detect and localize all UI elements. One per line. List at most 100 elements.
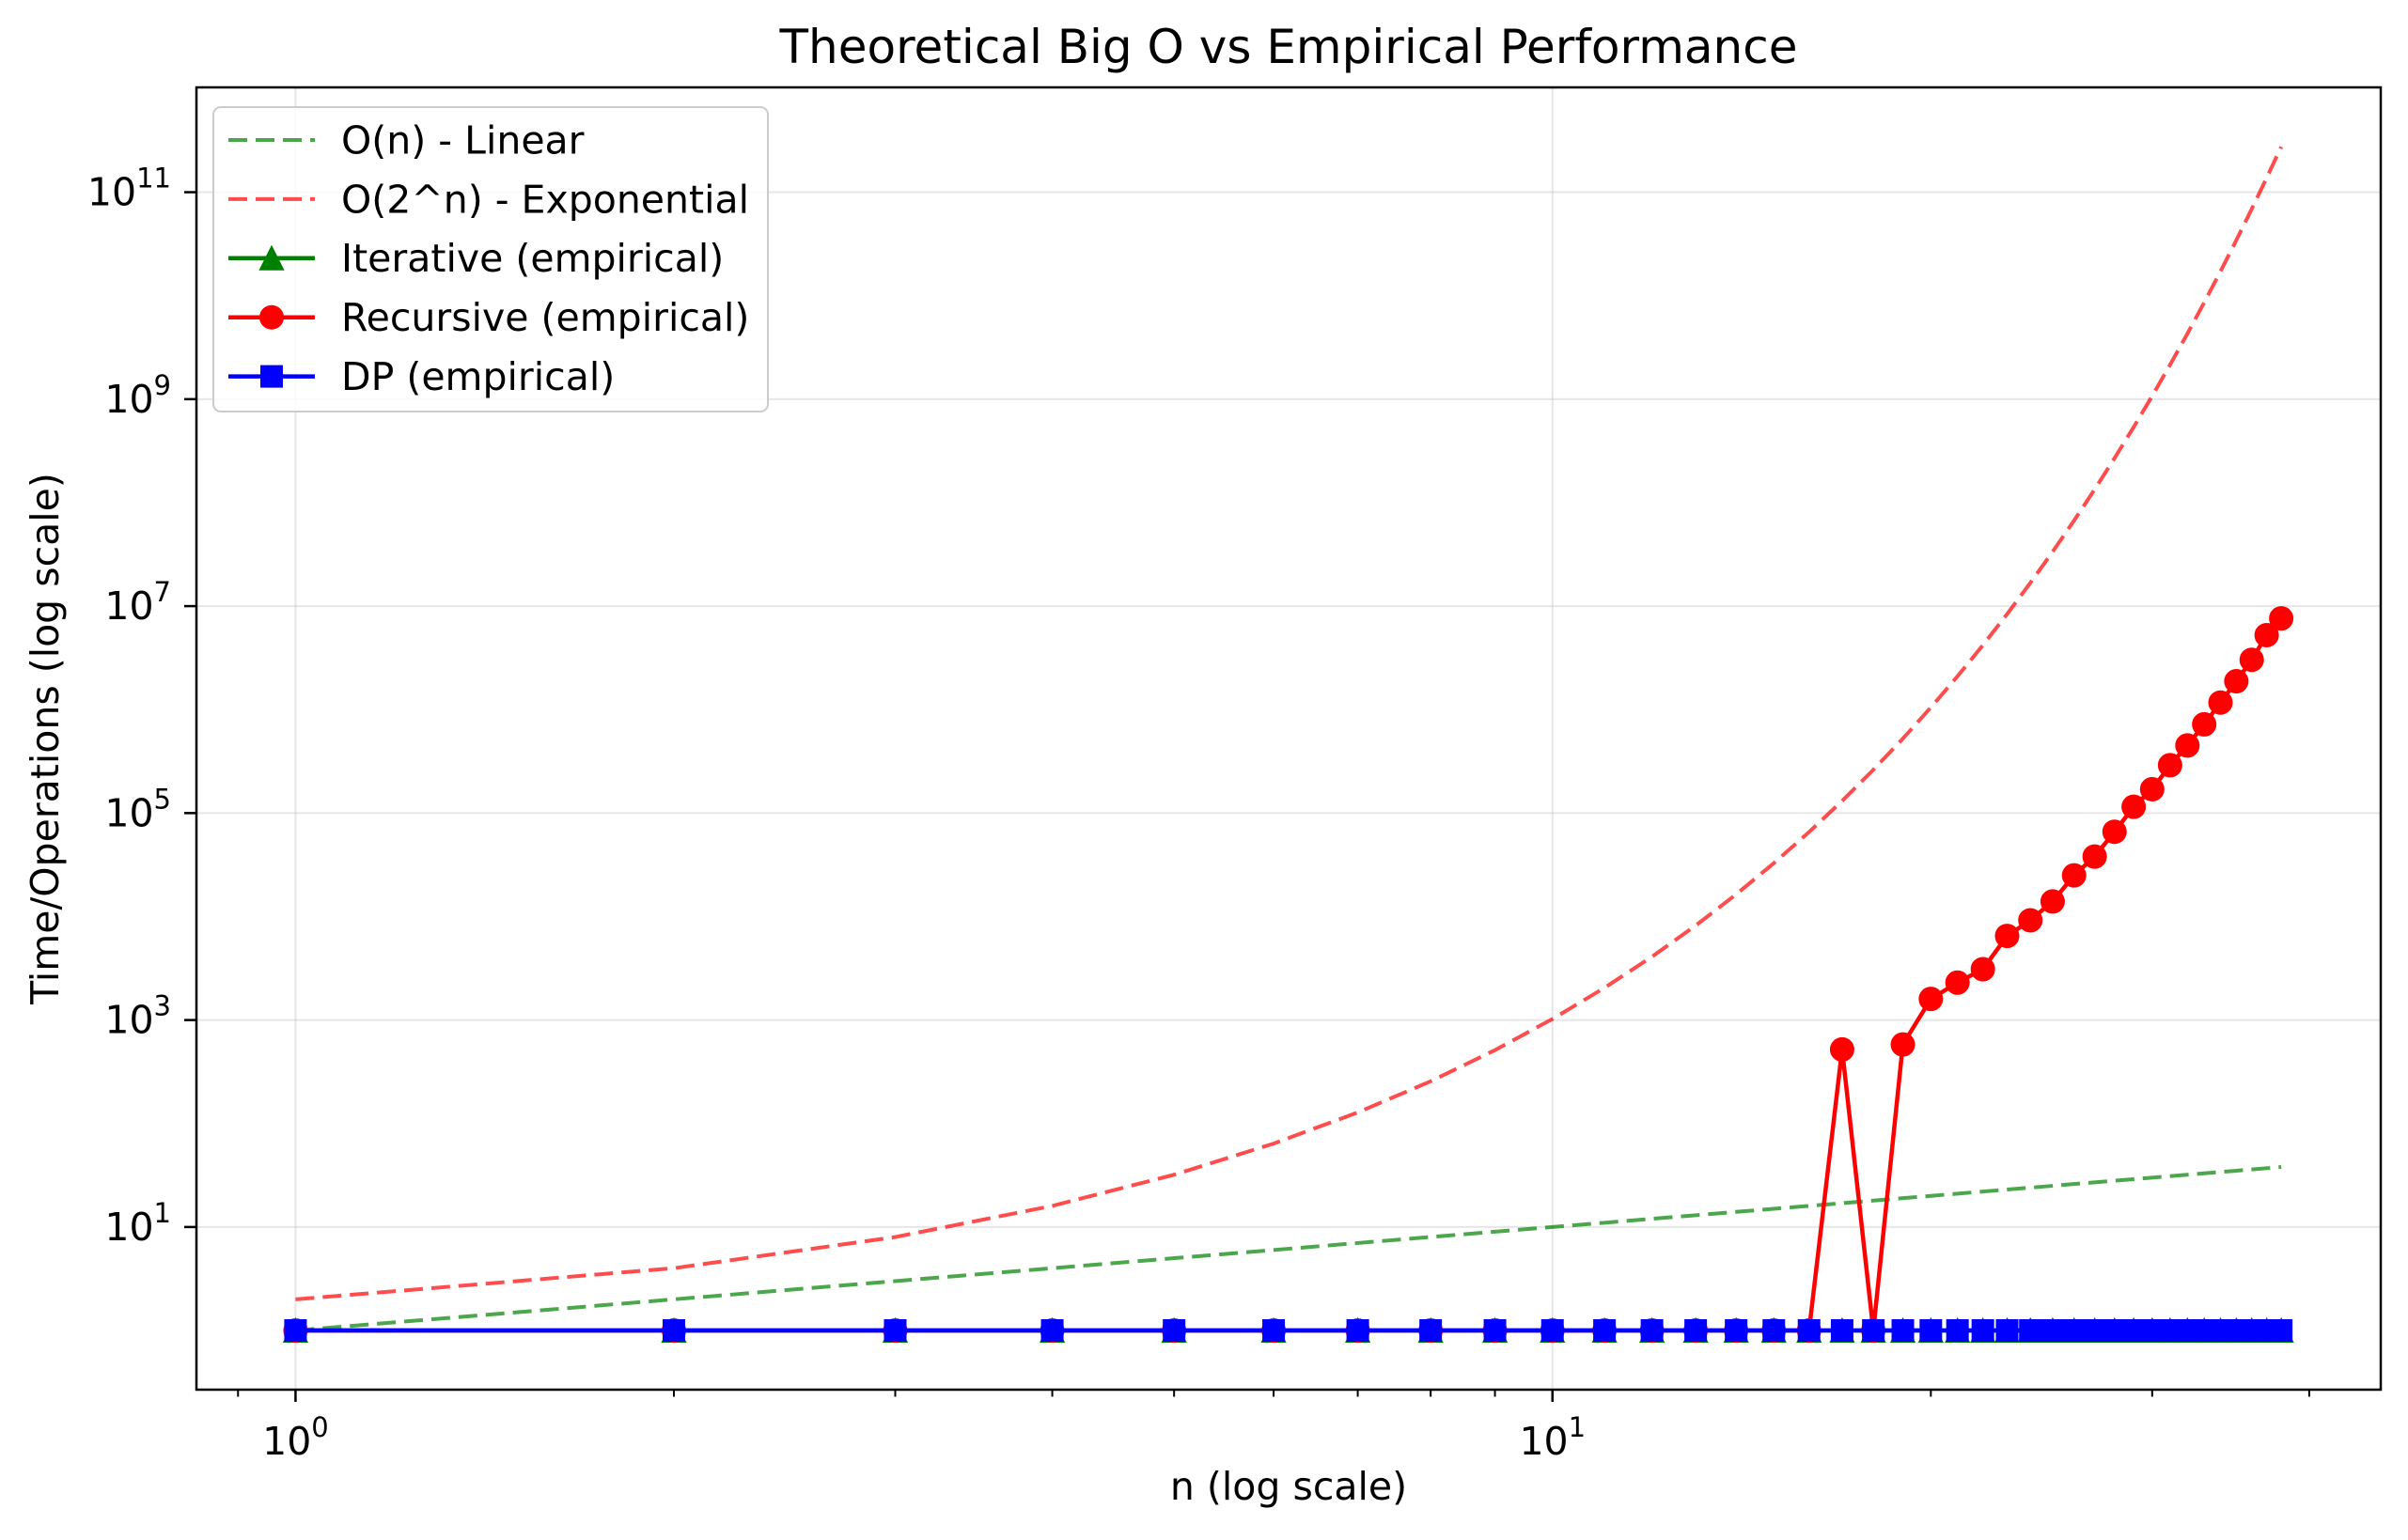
x-tick-label: 100 (262, 1411, 329, 1464)
recursive-empirical-marker (1970, 957, 1995, 982)
legend-label: Iterative (empirical) (341, 236, 724, 281)
recursive-empirical-marker (1890, 1032, 1915, 1057)
x-tick-label-base: 10 (262, 1419, 311, 1464)
dp-empirical-marker (1971, 1319, 1994, 1343)
legend-entry: O(n) - Linear (228, 117, 585, 163)
x-axis: 100 101 (237, 1390, 2310, 1464)
y-axis-label: Time/Operations (log scale) (23, 473, 68, 1005)
y-tick-label-exponent: 9 (154, 369, 171, 401)
y-tick-label-exponent: 1 (154, 1197, 171, 1229)
dp-empirical-marker (284, 1319, 307, 1343)
recursive-empirical-marker (2139, 776, 2165, 801)
legend-triangle-marker (258, 244, 285, 271)
dp-empirical-marker (1540, 1319, 1564, 1343)
recursive-empirical-marker (2102, 819, 2127, 845)
dp-empirical-marker (2019, 1319, 2042, 1343)
y-tick-label-exponent: 3 (154, 990, 171, 1022)
legend-label: O(2^n) - Exponential (341, 177, 749, 222)
recursive-empirical-marker (2208, 690, 2233, 715)
recursive-empirical-marker (2269, 606, 2294, 631)
recursive-empirical-marker (1829, 1036, 1854, 1062)
recursive-empirical-marker (2224, 669, 2249, 694)
dp-empirical-marker (1163, 1319, 1186, 1343)
dp-empirical-marker (2041, 1319, 2064, 1343)
y-tick-label: 101 (104, 1197, 171, 1250)
dp-empirical-marker (1762, 1319, 1786, 1343)
recursive-empirical-marker (2018, 908, 2043, 933)
recursive-empirical-marker (2239, 647, 2264, 673)
recursive-empirical-marker (2157, 753, 2182, 778)
recursive-empirical-marker (2192, 711, 2217, 737)
y-tick-label: 103 (104, 990, 171, 1043)
legend-circle-marker (259, 304, 284, 330)
axes-frame (195, 86, 2383, 1392)
y-tick-label: 107 (104, 576, 171, 629)
dp-empirical-marker (1862, 1319, 1885, 1343)
dp-empirical-series (284, 1319, 2293, 1343)
legend-frame (212, 106, 769, 412)
x-tick-label: 101 (1519, 1411, 1586, 1464)
dp-empirical-marker (1919, 1319, 1943, 1343)
y-tick-label-base: 10 (87, 170, 136, 215)
dp-empirical-marker (1593, 1319, 1617, 1343)
recursive-empirical-marker (2040, 889, 2065, 914)
dp-empirical-marker (1040, 1319, 1064, 1343)
dp-empirical-marker (883, 1319, 907, 1343)
dp-empirical-marker (1640, 1319, 1664, 1343)
x-tick-label-exponent: 0 (311, 1411, 328, 1443)
y-tick-label-exponent: 7 (154, 576, 171, 608)
chart-title: Theoretical Big O vs Empirical Performan… (779, 20, 1798, 74)
recursive-empirical-marker (2061, 863, 2087, 888)
dp-empirical-marker (1891, 1319, 1915, 1343)
legend-entry: O(2^n) - Exponential (228, 177, 749, 222)
dp-empirical-marker (1419, 1319, 1443, 1343)
dp-empirical-marker (1830, 1319, 1853, 1343)
dp-empirical-marker (1483, 1319, 1507, 1343)
dp-empirical-marker (2083, 1319, 2106, 1343)
legend-label: Recursive (empirical) (341, 295, 749, 340)
o-2-n-exponential-series (295, 146, 2283, 1301)
y-tick-label-base: 10 (104, 1205, 153, 1250)
dp-empirical-marker (1725, 1319, 1748, 1343)
plot-series (282, 146, 2294, 1344)
legend-label: O(n) - Linear (341, 117, 585, 163)
recursive-empirical-marker (2254, 622, 2279, 647)
dp-empirical-marker (1995, 1319, 2019, 1343)
o-n-linear-series (295, 1165, 2282, 1333)
legend-entry: DP (empirical) (228, 354, 615, 399)
dp-empirical-marker (1684, 1319, 1708, 1343)
dp-empirical-marker (2270, 1319, 2293, 1343)
y-tick-label: 1011 (87, 163, 171, 215)
y-tick-label-base: 10 (104, 998, 153, 1043)
o-2-n-exponential-line (295, 146, 2283, 1301)
recursive-empirical-marker (2175, 733, 2200, 758)
dp-empirical-marker (2103, 1319, 2126, 1343)
y-tick-label-exponent: 11 (136, 163, 171, 194)
y-tick-label: 105 (104, 783, 171, 835)
legend: O(n) - Linear O(2^n) - Exponential Iterati… (212, 106, 769, 412)
x-axis-label: n (log scale) (1170, 1464, 1407, 1509)
y-tick-label-exponent: 5 (154, 783, 171, 815)
o-n-linear-line (295, 1165, 2282, 1333)
recursive-empirical-marker (1918, 987, 1944, 1012)
recursive-empirical-marker (2082, 844, 2107, 869)
y-tick-label-base: 10 (104, 377, 153, 422)
recursive-empirical-marker (1945, 970, 1970, 995)
dp-empirical-marker (663, 1319, 686, 1343)
y-tick-label-base: 10 (104, 583, 153, 629)
dp-empirical-marker (2062, 1319, 2086, 1343)
legend-entry: Iterative (empirical) (228, 236, 724, 281)
dp-empirical-marker (1797, 1319, 1821, 1343)
recursive-empirical-marker (2121, 794, 2147, 819)
dp-empirical-marker (1262, 1319, 1286, 1343)
x-tick-label-exponent: 1 (1569, 1411, 1586, 1443)
x-tick-label-base: 10 (1519, 1419, 1568, 1464)
recursive-empirical-marker (1994, 924, 2020, 949)
legend-label: DP (empirical) (341, 354, 615, 399)
y-tick-label: 109 (104, 369, 171, 422)
dp-empirical-marker (1346, 1319, 1369, 1343)
dp-empirical-marker (1946, 1319, 1969, 1343)
